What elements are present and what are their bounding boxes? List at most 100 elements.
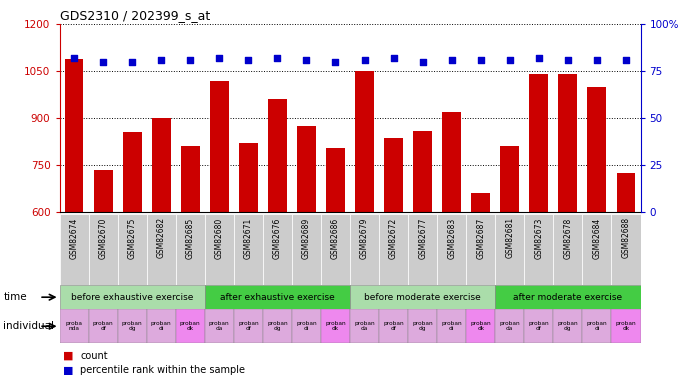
Bar: [176, 309, 205, 343]
Text: proban
df: proban df: [93, 321, 113, 332]
Text: after exhaustive exercise: after exhaustive exercise: [220, 292, 335, 302]
Text: proban
da: proban da: [500, 321, 520, 332]
Text: proban
dk: proban dk: [616, 321, 636, 332]
Bar: [524, 309, 553, 343]
Bar: [321, 309, 350, 343]
Bar: [413, 131, 432, 212]
Bar: [587, 87, 606, 212]
Bar: [321, 214, 350, 285]
Bar: [350, 214, 379, 285]
Bar: [437, 214, 466, 285]
Bar: [582, 214, 612, 285]
Bar: [466, 309, 496, 343]
Bar: [292, 309, 321, 343]
Bar: [442, 112, 461, 212]
Bar: [553, 214, 582, 285]
Bar: [379, 214, 408, 285]
Text: proban
di: proban di: [587, 321, 607, 332]
Text: proban
dk: proban dk: [180, 321, 200, 332]
Bar: [147, 309, 176, 343]
Bar: [176, 214, 204, 285]
Bar: [582, 309, 612, 343]
Bar: [297, 126, 316, 212]
Text: GSM82677: GSM82677: [418, 217, 427, 259]
Text: proban
df: proban df: [528, 321, 549, 332]
Text: GSM82689: GSM82689: [302, 217, 311, 259]
Bar: [559, 74, 578, 212]
Bar: [617, 173, 636, 212]
Point: [185, 57, 196, 63]
Bar: [118, 214, 147, 285]
Bar: [408, 309, 437, 343]
Bar: [60, 309, 89, 343]
Text: GDS2310 / 202399_s_at: GDS2310 / 202399_s_at: [60, 9, 210, 22]
Point: [533, 55, 545, 61]
Text: GSM82680: GSM82680: [215, 217, 224, 259]
Text: GSM82670: GSM82670: [99, 217, 108, 259]
Bar: [379, 309, 408, 343]
Text: GSM82673: GSM82673: [534, 217, 543, 259]
Point: [97, 59, 108, 65]
Text: time: time: [4, 292, 27, 302]
Text: proban
da: proban da: [209, 321, 230, 332]
Bar: [496, 285, 640, 309]
Text: proban
dk: proban dk: [470, 321, 491, 332]
Point: [417, 59, 428, 65]
Bar: [437, 309, 466, 343]
Point: [388, 55, 399, 61]
Text: ■: ■: [63, 365, 74, 375]
Bar: [89, 309, 118, 343]
Bar: [350, 285, 496, 309]
Point: [301, 57, 312, 63]
Text: proban
dk: proban dk: [326, 321, 346, 332]
Text: GSM82679: GSM82679: [360, 217, 369, 259]
Bar: [60, 214, 89, 285]
Bar: [181, 146, 199, 212]
Point: [214, 55, 225, 61]
Text: GSM82688: GSM82688: [622, 217, 631, 258]
Point: [504, 57, 515, 63]
Text: GSM82687: GSM82687: [476, 217, 485, 259]
Point: [330, 59, 341, 65]
Bar: [89, 214, 118, 285]
Bar: [496, 214, 524, 285]
Bar: [94, 170, 113, 212]
Point: [620, 57, 631, 63]
Bar: [234, 309, 263, 343]
Text: after moderate exercise: after moderate exercise: [513, 292, 622, 302]
Text: proban
di: proban di: [442, 321, 462, 332]
Text: ■: ■: [63, 351, 74, 361]
Text: proban
dg: proban dg: [558, 321, 578, 332]
Text: GSM82672: GSM82672: [389, 217, 398, 259]
Bar: [210, 81, 229, 212]
Bar: [466, 214, 496, 285]
Text: proban
da: proban da: [354, 321, 374, 332]
Point: [155, 57, 167, 63]
Text: proban
dg: proban dg: [122, 321, 142, 332]
Bar: [268, 99, 287, 212]
Point: [592, 57, 603, 63]
Bar: [122, 132, 141, 212]
Bar: [471, 193, 490, 212]
Bar: [204, 309, 234, 343]
Text: individual: individual: [4, 321, 55, 331]
Bar: [612, 309, 640, 343]
Bar: [529, 74, 548, 212]
Text: GSM82674: GSM82674: [69, 217, 78, 259]
Bar: [64, 59, 83, 212]
Point: [127, 59, 138, 65]
Bar: [612, 214, 640, 285]
Bar: [204, 285, 350, 309]
Text: GSM82681: GSM82681: [505, 217, 514, 258]
Text: proban
df: proban df: [384, 321, 404, 332]
Bar: [326, 148, 345, 212]
Text: GSM82678: GSM82678: [564, 217, 573, 259]
Bar: [152, 118, 171, 212]
Bar: [263, 214, 292, 285]
Text: before exhaustive exercise: before exhaustive exercise: [71, 292, 193, 302]
Point: [446, 57, 457, 63]
Text: GSM82683: GSM82683: [447, 217, 456, 259]
Point: [243, 57, 254, 63]
Point: [69, 55, 80, 61]
Text: proban
di: proban di: [296, 321, 316, 332]
